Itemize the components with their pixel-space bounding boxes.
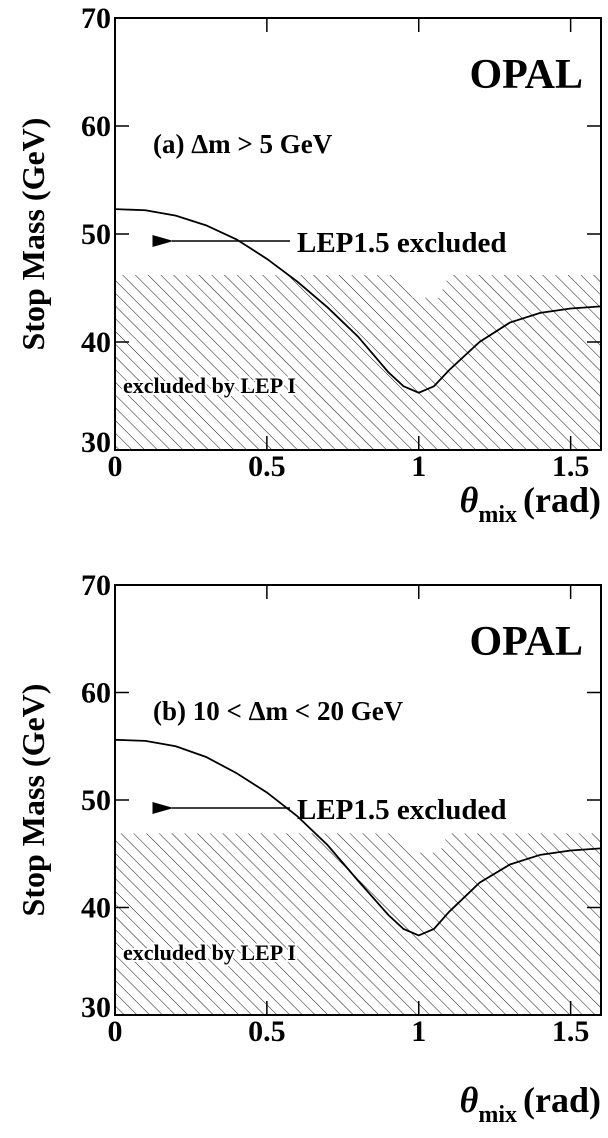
y-tick-label: 70 (81, 2, 111, 35)
x-axis-label: θmix (rad) (460, 1080, 601, 1128)
panel-label: (a) Δm > 5 GeV (153, 129, 333, 159)
x-tick-label: 1.5 (552, 1015, 590, 1048)
x-tick-label: 1 (411, 1015, 426, 1048)
x-tick-label: 0.5 (248, 1015, 286, 1048)
exclusion-curve (114, 738, 602, 937)
y-tick-label: 40 (81, 326, 111, 359)
y-tick-label: 30 (81, 991, 111, 1024)
y-axis-label: Stop Mass (GeV) (15, 684, 51, 917)
y-axis-label: Stop Mass (GeV) (15, 118, 51, 351)
x-axis-symbol: θ (460, 1080, 479, 1120)
x-axis-subscript: mix (478, 1102, 517, 1128)
x-axis-subscript: mix (478, 502, 517, 528)
x-axis-label: θmix (rad) (460, 480, 601, 528)
x-tick-label: 1.5 (552, 450, 590, 483)
x-tick-label: 0.5 (248, 450, 286, 483)
panel-label: (b) 10 < Δm < 20 GeV (153, 696, 404, 726)
y-tick-label: 40 (81, 892, 111, 925)
x-axis-unit: (rad) (523, 480, 601, 520)
x-axis-unit: (rad) (523, 1080, 601, 1120)
x-axis-symbol: θ (460, 480, 479, 520)
region-label: excluded by LEP I (123, 940, 296, 965)
y-tick-label: 60 (81, 110, 111, 143)
experiment-label: OPAL (469, 52, 583, 98)
excluded-region (115, 833, 601, 1015)
arrow-label: LEP1.5 excluded (297, 227, 506, 259)
region-label: excluded by LEP I (123, 373, 296, 398)
exclusion-curve (114, 208, 602, 394)
x-tick-label: 0 (108, 450, 123, 483)
excluded-region (115, 275, 601, 450)
x-tick-label: 1 (411, 450, 426, 483)
y-tick-label: 30 (81, 426, 111, 459)
y-tick-label: 50 (81, 784, 111, 817)
x-tick-label: 0 (108, 1015, 123, 1048)
y-tick-label: 70 (81, 569, 111, 602)
y-tick-label: 60 (81, 677, 111, 710)
experiment-label: OPAL (469, 619, 583, 665)
y-tick-label: 50 (81, 218, 111, 251)
arrow-label: LEP1.5 excluded (297, 794, 506, 826)
